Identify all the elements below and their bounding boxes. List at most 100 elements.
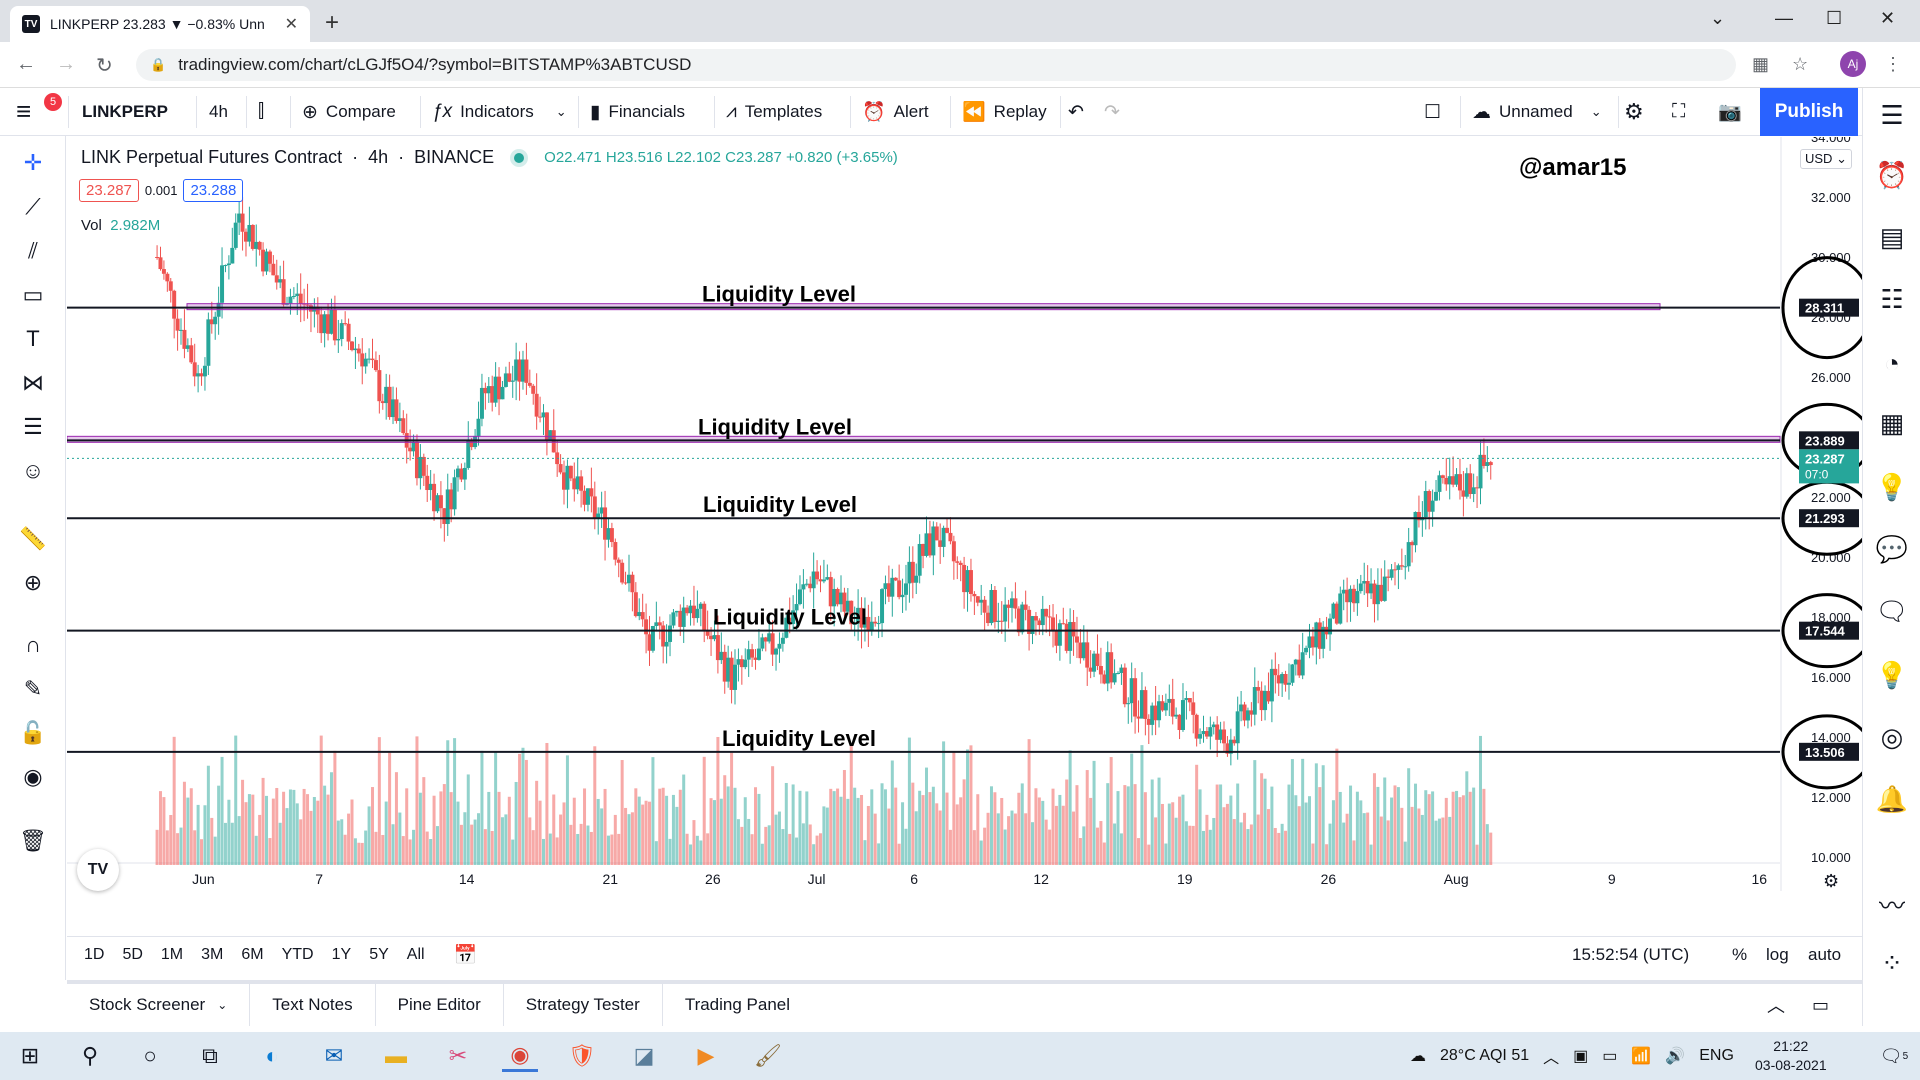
range-button-5d[interactable]: 5D — [122, 945, 143, 963]
lock-drawings-pencil-icon[interactable]: ✎ — [23, 676, 43, 701]
trash-icon[interactable]: 🗑 — [19, 828, 47, 853]
news-icon[interactable]: ▤ — [1879, 222, 1905, 252]
select-layout-button[interactable]: ☐ — [1424, 88, 1441, 136]
replay-button[interactable]: ⏪ Replay — [962, 88, 1047, 136]
financials-button[interactable]: ▮ Financials — [590, 88, 685, 136]
qr-icon[interactable]: ▦ — [1752, 54, 1770, 74]
messages-icon[interactable]: 🗨 — [1875, 596, 1909, 626]
range-button-3m[interactable]: 3M — [201, 945, 224, 963]
fib-icon[interactable]: ⫽ — [28, 238, 38, 263]
auto-toggle[interactable]: auto — [1808, 944, 1842, 964]
bookmark-star-icon[interactable]: ☆ — [1792, 54, 1809, 74]
action-center-icon[interactable]: 🗨 5 — [1879, 1045, 1909, 1066]
range-button-1m[interactable]: 1M — [160, 945, 184, 963]
undo-button[interactable]: ↶ — [1068, 88, 1084, 136]
range-button-ytd[interactable]: YTD — [281, 945, 314, 963]
chevron-up-icon[interactable]: ︿ — [1767, 996, 1785, 1016]
tab-close-icon[interactable]: ✕ — [284, 16, 298, 33]
range-button-1d[interactable]: 1D — [84, 945, 105, 963]
back-icon[interactable]: ← — [16, 53, 36, 75]
price-chart[interactable]: 34.00032.00030.00028.00026.00024.00022.0… — [67, 137, 1862, 891]
minimize-icon[interactable]: — — [1775, 8, 1793, 28]
ideas-icon[interactable]: 💡 — [1875, 472, 1909, 502]
data-window-icon[interactable]: ☷ — [1880, 284, 1904, 314]
buy-price[interactable]: 23.288 — [183, 179, 244, 202]
app-icon[interactable]: ◪ — [633, 1043, 655, 1068]
edge-icon[interactable]: ◐ — [265, 1043, 279, 1068]
new-tab-icon[interactable]: + — [325, 9, 340, 36]
tab-text-notes[interactable]: Text Notes — [250, 984, 376, 1026]
magnet-icon[interactable]: ∩ — [25, 632, 41, 657]
currency-select[interactable]: USD ⌄ — [1800, 149, 1852, 169]
indicators-button[interactable]: ƒx Indicators ⌄ — [432, 88, 567, 136]
layout-name-button[interactable]: ☁ Unnamed ⌄ — [1472, 88, 1602, 136]
range-button-5y[interactable]: 5Y — [369, 945, 389, 963]
sell-price[interactable]: 23.287 — [79, 179, 139, 202]
windows-start-icon[interactable]: ⊞ — [20, 1043, 40, 1068]
tab-strategy-tester[interactable]: Strategy Tester — [504, 984, 663, 1026]
fullscreen-button[interactable]: ⛶ — [1672, 88, 1685, 136]
tab-trading-panel[interactable]: Trading Panel — [663, 984, 812, 1026]
settings-button[interactable]: ⚙ — [1624, 88, 1644, 136]
tray-chevron-up-icon[interactable]: ︿ — [1543, 1050, 1560, 1067]
symbol-search-button[interactable]: LINKPERP — [82, 88, 168, 136]
eye-icon[interactable]: ◉ — [23, 764, 43, 789]
file-explorer-icon[interactable]: ▬ — [385, 1043, 407, 1068]
chart-pane[interactable]: 34.00032.00030.00028.00026.00024.00022.0… — [67, 137, 1862, 891]
prediction-icon[interactable]: ☰ — [23, 414, 43, 439]
pattern-icon[interactable]: ⋈ — [22, 370, 44, 395]
templates-button[interactable]: ⩘ Templates — [726, 88, 822, 136]
snapshot-button[interactable]: 📷 — [1718, 88, 1742, 136]
chrome-icon[interactable]: ◉ — [502, 1040, 538, 1072]
crosshair-icon[interactable]: ✛ — [23, 150, 43, 175]
browser-tab[interactable]: TV LINKPERP 23.283 ▼ −0.83% Unn ✕ — [10, 6, 310, 42]
streams-icon[interactable]: 💡 — [1875, 660, 1909, 690]
battery-icon[interactable]: ▭ — [1602, 1048, 1618, 1065]
maximize-icon[interactable]: ☐ — [1826, 8, 1843, 28]
ruler-icon[interactable]: 📏 — [19, 526, 47, 551]
search-icon[interactable]: ⚲ — [81, 1043, 99, 1068]
percent-toggle[interactable]: % — [1732, 944, 1748, 964]
brave-icon[interactable]: 🛡 — [568, 1043, 596, 1068]
redo-button[interactable]: ↷ — [1104, 88, 1120, 136]
maximize-panel-icon[interactable]: ▭ — [1812, 994, 1830, 1015]
volume-icon[interactable]: 🔊 — [1665, 1048, 1686, 1065]
date-range-calendar-icon[interactable]: 📅 — [453, 944, 478, 966]
compare-button[interactable]: ⊕ Compare — [302, 88, 396, 136]
more-dots-icon[interactable]: ⁘ — [1881, 948, 1903, 978]
notifications-bell-icon[interactable]: 🔔 — [1875, 784, 1909, 814]
calendar-icon[interactable]: ▦ — [1879, 408, 1905, 438]
language-indicator[interactable]: ENG — [1699, 1047, 1734, 1064]
window-close-icon[interactable]: ✕ — [1880, 8, 1896, 28]
chats-icon[interactable]: 💬 — [1875, 534, 1909, 564]
weather-icon[interactable]: ☁ — [1410, 1048, 1426, 1065]
chart-type-button[interactable]: ⫿ — [258, 88, 264, 136]
lock-icon[interactable]: 🔓 — [19, 720, 47, 745]
reload-icon[interactable]: ↻ — [96, 55, 113, 77]
taskbar-clock[interactable]: 21:22 03-08-2021 — [1755, 1037, 1827, 1075]
range-button-1y[interactable]: 1Y — [331, 945, 352, 963]
paint-icon[interactable]: 🖌 — [754, 1043, 782, 1068]
snip-tool-icon[interactable]: ✂ — [448, 1043, 468, 1068]
range-button-all[interactable]: All — [406, 945, 425, 963]
tab-pine-editor[interactable]: Pine Editor — [376, 984, 504, 1026]
zoom-in-icon[interactable]: ⊕ — [23, 570, 43, 595]
range-button-6m[interactable]: 6M — [241, 945, 264, 963]
tab-stock-screener[interactable]: Stock Screener ⌄ — [67, 984, 251, 1026]
chart-trend-icon[interactable]: 〰 — [1878, 891, 1905, 921]
url-field[interactable]: 🔒 tradingview.com/chart/cLGJf5O4/?symbol… — [136, 49, 1736, 81]
task-view-icon[interactable]: ⧉ — [202, 1043, 218, 1068]
publish-button[interactable]: Publish — [1760, 88, 1858, 136]
rectangle-icon[interactable]: ▭ — [22, 282, 44, 307]
watchlist-icon[interactable]: ☰ — [1880, 100, 1904, 130]
hotlist-icon[interactable]: ◔ — [1884, 348, 1900, 378]
utc-clock[interactable]: 15:52:54 (UTC) — [1572, 944, 1690, 964]
tradingview-logo[interactable]: TV — [77, 849, 119, 891]
tab-search-icon[interactable]: ⌄ — [1710, 8, 1726, 28]
media-player-icon[interactable]: ▶ — [697, 1043, 715, 1068]
browser-menu-icon[interactable]: ⋮ — [1884, 54, 1902, 74]
cortana-icon[interactable]: ○ — [143, 1043, 157, 1068]
profile-avatar[interactable]: Aj — [1840, 51, 1866, 77]
trendline-icon[interactable]: ⟋ — [25, 194, 41, 219]
meet-now-icon[interactable]: ▣ — [1573, 1048, 1589, 1065]
